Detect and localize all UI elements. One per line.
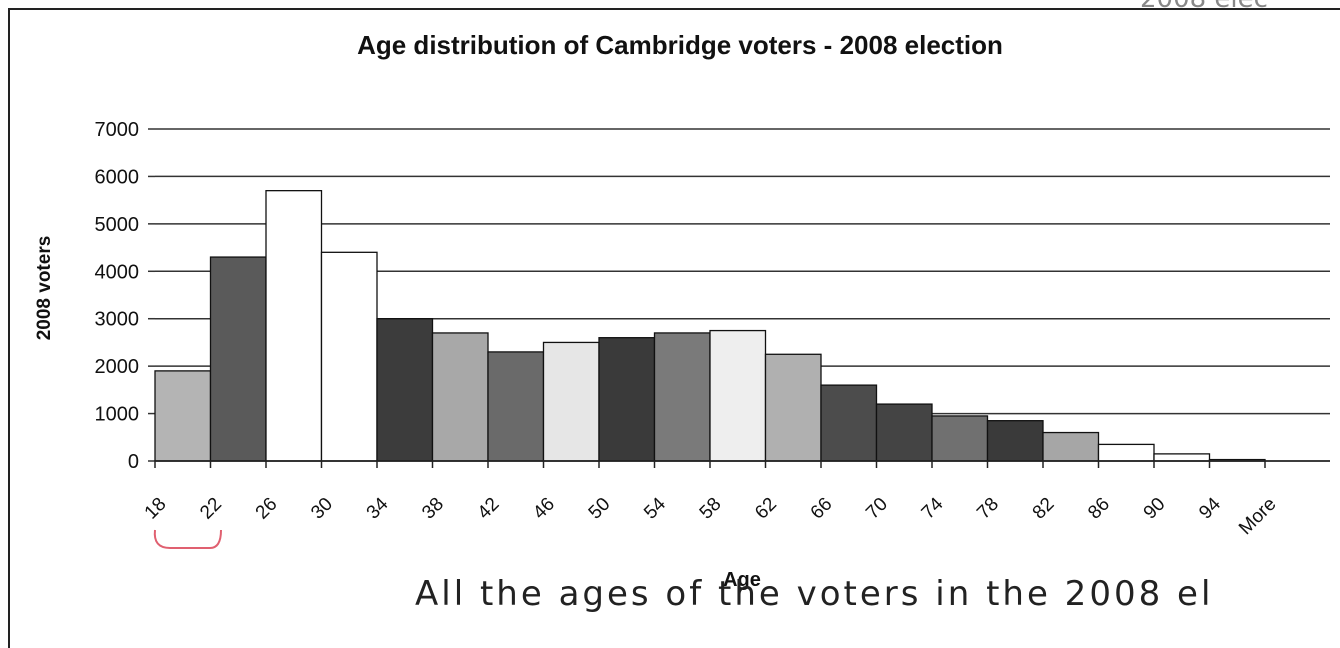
x-tick-label: 90 bbox=[1140, 494, 1170, 524]
x-tick-label: 86 bbox=[1084, 494, 1114, 524]
handwritten-note: All the ages of the voters in the 2008 e… bbox=[415, 574, 1214, 614]
x-tick-label: 54 bbox=[640, 493, 670, 523]
y-tick-label: 2000 bbox=[95, 356, 140, 378]
x-tick-label: 30 bbox=[307, 494, 337, 524]
bar bbox=[376, 318, 434, 462]
y-tick-label: 6000 bbox=[95, 166, 140, 188]
x-tick-label: 42 bbox=[474, 494, 504, 524]
x-tick-label: 46 bbox=[529, 494, 559, 524]
bar bbox=[875, 403, 933, 462]
x-tick-label: 70 bbox=[862, 494, 892, 524]
bar bbox=[431, 332, 489, 462]
bar-chart: 0 1000 2000 3000 4000 5000 6000 7000 18 22 26 30 34 3… bbox=[95, 119, 1330, 549]
y-tick-label: 7000 bbox=[95, 119, 140, 141]
x-tick-label: 50 bbox=[585, 494, 615, 524]
x-tick-label: 26 bbox=[252, 494, 282, 524]
x-tick-label: 38 bbox=[418, 494, 448, 524]
x-tick-label: 62 bbox=[751, 494, 781, 524]
x-tick-label: More bbox=[1235, 494, 1280, 539]
bracket-annotation bbox=[153, 529, 222, 549]
bar bbox=[154, 370, 212, 462]
x-tick-label: 94 bbox=[1195, 493, 1225, 523]
y-tick-label: 5000 bbox=[95, 214, 140, 236]
x-tick-label: 58 bbox=[696, 494, 726, 524]
bar bbox=[265, 190, 323, 462]
bar bbox=[709, 329, 767, 462]
bar bbox=[764, 353, 822, 462]
bar bbox=[986, 420, 1044, 462]
handwritten-corner-note: 2008 elec bbox=[1140, 0, 1268, 14]
bar bbox=[931, 415, 989, 462]
bar bbox=[598, 337, 656, 462]
bar bbox=[1042, 431, 1100, 462]
x-tick-label: 18 bbox=[141, 494, 171, 524]
x-tick-label: 66 bbox=[807, 494, 837, 524]
y-tick-label: 3000 bbox=[95, 309, 140, 331]
x-tick-label: 78 bbox=[973, 494, 1003, 524]
y-tick-label: 1000 bbox=[95, 404, 140, 426]
y-tick-label: 4000 bbox=[95, 261, 140, 283]
x-tick-label: 22 bbox=[196, 494, 226, 524]
chart-title: Age distribution of Cambridge voters - 2… bbox=[357, 30, 1003, 60]
bar bbox=[820, 384, 878, 462]
y-tick-label: 0 bbox=[128, 451, 139, 473]
x-tick-label: 34 bbox=[363, 493, 393, 523]
bar bbox=[1153, 453, 1211, 462]
bar bbox=[542, 341, 600, 462]
x-axis-label: Age bbox=[723, 569, 761, 591]
chart-frame bbox=[8, 8, 1340, 648]
bar bbox=[1097, 443, 1155, 462]
bar bbox=[320, 251, 378, 462]
x-tick-label: 82 bbox=[1029, 494, 1059, 524]
bar bbox=[487, 351, 545, 462]
bar bbox=[653, 332, 711, 462]
bar bbox=[209, 256, 267, 462]
x-tick-label: 74 bbox=[918, 493, 948, 523]
